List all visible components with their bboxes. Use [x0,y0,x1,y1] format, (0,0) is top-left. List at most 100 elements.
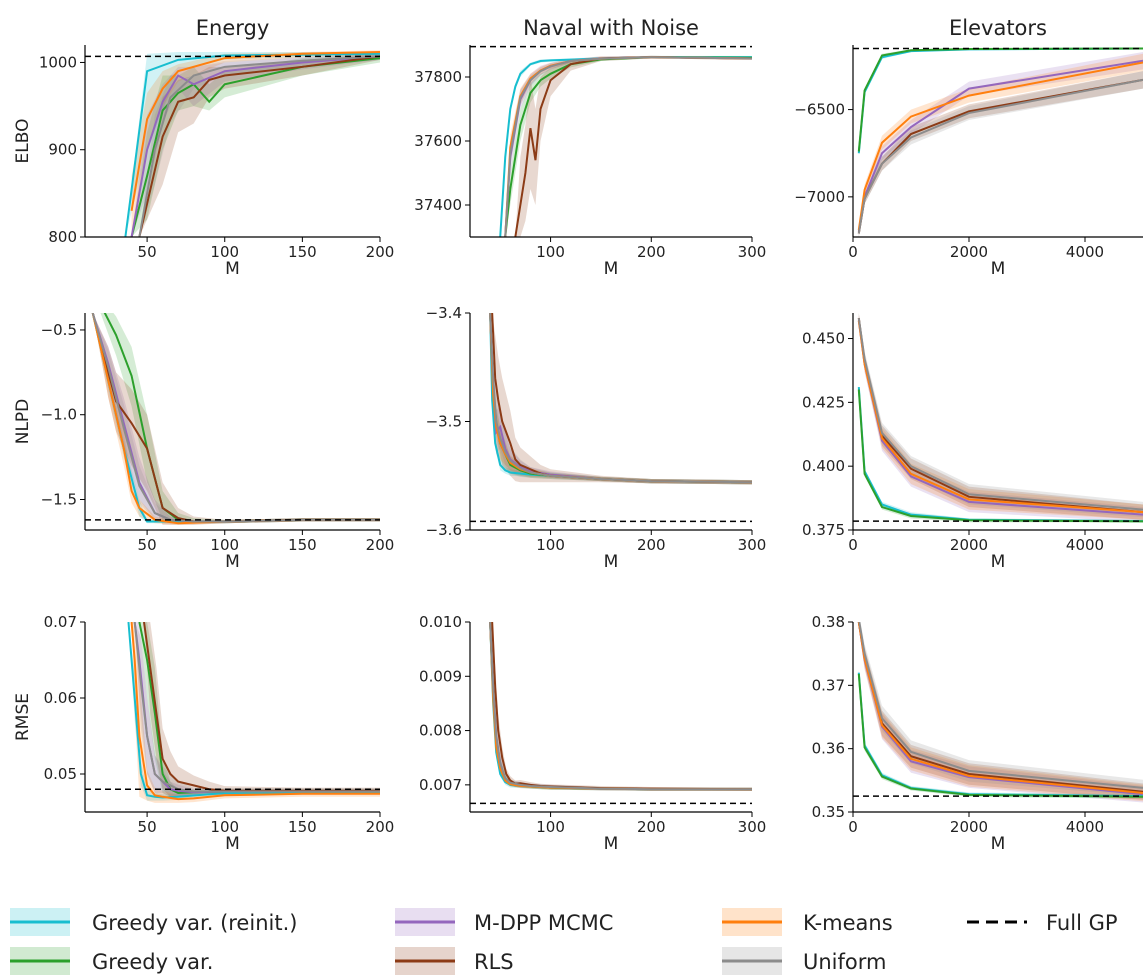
y-tick-label: 37400 [414,196,462,214]
y-tick-label: −1.0 [41,406,77,424]
plot-area [853,313,1143,523]
x-tick-label: 100 [210,536,239,554]
x-tick-label: 50 [138,536,157,554]
y-tick-label: 37600 [414,132,462,150]
panel-2-1: 50 100 150 200 −1.5 −1.0 −0.5 M NLPD [13,313,395,572]
legend: Greedy var. (reinit.) Greedy var. M-DPP … [10,908,1118,975]
y-tick-label: 0.07 [44,613,77,631]
x-tick-label: 100 [210,243,239,261]
line-greedy [489,622,752,791]
y-tick-label: 0.400 [802,457,845,475]
band-uniform [858,71,1143,237]
x-tick-label: 2000 [950,536,988,554]
plot-area [470,622,752,805]
y-tick-label: −6500 [794,101,845,119]
y-tick-label: 0.375 [802,521,845,539]
band-rls [492,622,752,791]
x-tick-label: 4000 [1066,243,1104,261]
x-tick-label: 300 [738,818,767,836]
band-rls [858,71,1143,237]
line-uniform [133,622,380,793]
line-mdpp [857,320,1143,516]
x-tick-label: 200 [637,536,666,554]
band-kmeans [858,622,1143,802]
band-greedy [139,622,380,797]
x-tick-label: 0 [848,818,858,836]
line-uniform [857,78,1143,234]
x-axis-label: M [604,259,619,279]
y-tick-label: 0.010 [419,613,462,631]
panel-2-3: 0 2000 4000 0.375 0.400 0.425 0.450 M [802,313,1143,572]
line-kmeans [857,61,1143,231]
band-mdpp [131,53,380,237]
x-tick-label: 200 [366,243,395,261]
x-tick-label: 300 [738,243,767,261]
band-kmeans [490,622,752,791]
legend-item-mdpp: M-DPP MCMC [395,908,613,936]
line-rls [491,622,752,791]
legend-item-greedy: Greedy var. [10,947,213,975]
y-tick-label: 800 [48,228,77,246]
band-greedy_reinit [490,622,752,791]
band-rls [139,53,380,237]
x-tick-label: 200 [637,818,666,836]
legend-item-uniform: Uniform [722,947,886,975]
x-tick-label: 2000 [950,243,988,261]
band-uniform [490,622,752,791]
y-tick-label: 0.06 [44,689,77,707]
line-uniform [489,622,752,791]
panel-2-2: 100 200 300 −3.6 −3.5 −3.4 M [426,304,767,572]
x-axis-label: M [991,259,1006,279]
plot-area [85,313,380,525]
legend-label-mdpp: M-DPP MCMC [474,911,613,935]
plot-area [85,622,380,803]
x-axis-label: M [225,259,240,279]
y-axis-label: NLPD [13,399,33,445]
y-tick-label: −3.6 [426,521,462,539]
panel-3-1: 50 100 150 200 0.05 0.06 0.07 M RMSE [13,613,394,854]
x-tick-label: 150 [288,536,317,554]
plot-area [470,313,752,523]
line-kmeans [130,50,380,211]
line-mdpp [130,55,380,237]
x-tick-label: 50 [138,243,157,261]
plot-area [853,622,1143,803]
y-tick-label: 0.007 [419,776,462,794]
x-tick-label: 200 [366,818,395,836]
x-tick-label: 4000 [1066,536,1104,554]
x-axis-label: M [991,834,1006,854]
legend-item-greedy-reinit: Greedy var. (reinit.) [10,908,297,936]
x-tick-label: 0 [848,536,858,554]
plot-area [470,45,752,237]
y-tick-label: 0.450 [802,330,845,348]
y-tick-label: 900 [48,141,77,159]
y-tick-label: 1000 [39,53,77,71]
x-axis-label: M [991,552,1006,572]
y-tick-label: −7000 [794,188,845,206]
panel-3-3: 0 2000 4000 0.35 0.36 0.37 0.38 M [812,613,1143,854]
y-tick-label: 0.36 [812,740,845,758]
y-tick-label: −3.5 [426,413,462,431]
panel-title: Elevators [949,16,1047,40]
line-uniform [857,317,1143,511]
y-tick-label: 0.35 [812,803,845,821]
band-rls [858,313,1143,520]
plot-area [853,47,1143,237]
legend-item-rls: RLS [395,947,514,975]
x-tick-label: 2000 [950,818,988,836]
x-axis-label: M [604,834,619,854]
y-tick-label: −3.4 [426,304,462,322]
y-tick-label: 0.009 [419,667,462,685]
x-tick-label: 300 [738,536,767,554]
y-tick-label: 0.05 [44,765,77,783]
y-tick-label: −1.5 [41,490,77,508]
x-tick-label: 200 [637,243,666,261]
x-tick-label: 200 [366,536,395,554]
x-axis-label: M [225,834,240,854]
x-tick-label: 100 [536,818,565,836]
legend-label-uniform: Uniform [803,950,886,974]
legend-label-greedy: Greedy var. [92,950,213,974]
line-kmeans [130,622,380,801]
band-mdpp [490,622,752,791]
